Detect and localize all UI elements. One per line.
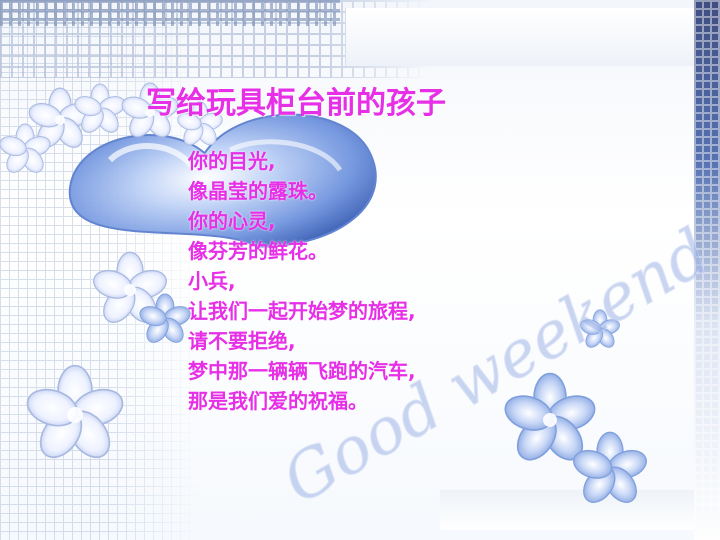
grid-pattern-top-dark bbox=[0, 0, 340, 26]
grid-pattern-left bbox=[0, 0, 200, 540]
poem-line: 那是我们爱的祝福。 bbox=[188, 389, 368, 413]
top-panel bbox=[345, 8, 696, 66]
poem-line: 请不要拒绝, bbox=[188, 329, 296, 353]
poem-line: 像晶莹的露珠。 bbox=[188, 179, 328, 203]
poem-line: 让我们一起开始梦的旅程, bbox=[188, 299, 416, 323]
right-strip bbox=[694, 0, 720, 540]
right-strip-grid bbox=[694, 0, 720, 540]
poem-line: 像芬芳的鲜花。 bbox=[188, 239, 328, 263]
poem-line: 梦中那一辆辆飞跑的汽车, bbox=[188, 359, 416, 383]
poem-line: 你的心灵, bbox=[188, 209, 276, 233]
poem-line: 你的目光, bbox=[188, 149, 276, 173]
bottom-panel bbox=[440, 490, 695, 530]
poem-line: 小兵, bbox=[188, 269, 236, 293]
poem: 你的目光, 像晶莹的露珠。 你的心灵, 像芬芳的鲜花。 小兵, 让我们一起开始梦… bbox=[188, 146, 416, 416]
slide-title: 写给玩具柜台前的孩子 bbox=[146, 86, 446, 121]
